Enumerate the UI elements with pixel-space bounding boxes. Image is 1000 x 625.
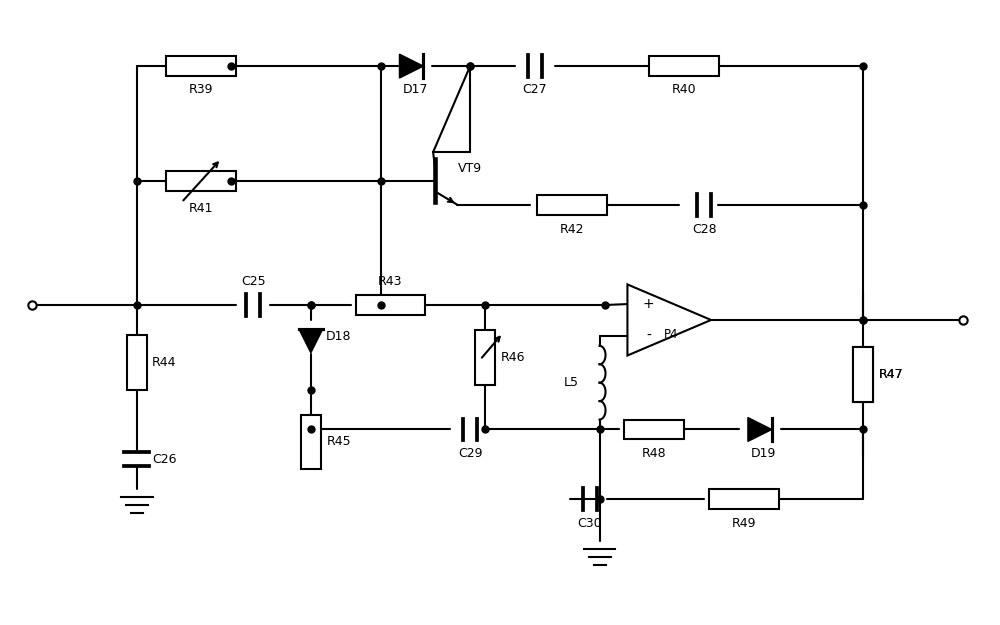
Text: D18: D18	[326, 331, 351, 343]
Text: D17: D17	[403, 84, 428, 96]
Text: C25: C25	[241, 274, 265, 288]
Text: C26: C26	[152, 453, 177, 466]
Bar	[624, 419, 684, 439]
Text: R45: R45	[326, 436, 351, 448]
Text: R41: R41	[189, 202, 214, 215]
Polygon shape	[627, 284, 711, 356]
Text: R43: R43	[378, 274, 403, 288]
Bar	[127, 335, 147, 389]
Text: R46: R46	[501, 351, 525, 364]
Bar	[301, 414, 321, 469]
Text: R47: R47	[879, 368, 904, 381]
Text: R47: R47	[879, 368, 904, 381]
Polygon shape	[299, 329, 323, 353]
Polygon shape	[748, 418, 772, 441]
Bar	[853, 348, 873, 402]
Text: P4: P4	[664, 328, 678, 341]
Text: +: +	[643, 297, 654, 311]
Text: R40: R40	[672, 84, 696, 96]
Text: R39: R39	[189, 84, 214, 96]
Text: C29: C29	[458, 447, 482, 460]
Text: R48: R48	[642, 447, 667, 460]
Bar	[166, 171, 236, 191]
Bar	[356, 295, 425, 315]
Bar	[475, 330, 495, 384]
Text: -: -	[646, 329, 651, 343]
Text: VT9: VT9	[458, 162, 482, 175]
Text: C27: C27	[523, 84, 547, 96]
Text: R42: R42	[559, 223, 584, 236]
Text: R44: R44	[152, 356, 177, 369]
Text: R49: R49	[732, 516, 756, 529]
Polygon shape	[399, 54, 423, 78]
Bar	[649, 56, 719, 76]
Text: C28: C28	[692, 223, 716, 236]
Bar	[709, 489, 779, 509]
Bar	[853, 348, 873, 402]
Bar	[537, 195, 607, 214]
Bar	[166, 56, 236, 76]
Text: L5: L5	[564, 376, 579, 389]
Text: D19: D19	[751, 447, 777, 460]
Text: C30: C30	[577, 516, 602, 529]
